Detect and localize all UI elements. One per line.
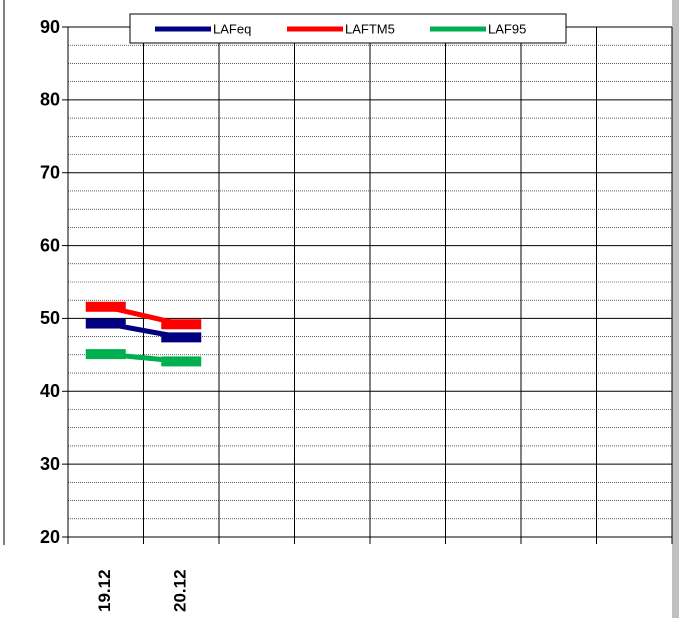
line-marker: [161, 319, 202, 330]
line-marker: [161, 332, 202, 343]
line-marker: [85, 349, 126, 360]
line-marker: [85, 301, 126, 312]
y-tick-label: 30: [40, 454, 60, 474]
legend-label: LAFeq: [213, 21, 251, 36]
y-tick-label: 40: [40, 381, 60, 401]
y-tick-label: 50: [40, 308, 60, 328]
scrollbar-edge: [672, 0, 679, 618]
x-tick-label: 20.12: [171, 569, 190, 612]
legend: LAFeq LAFTM5 LAF95: [129, 13, 567, 44]
y-tick-label: 60: [40, 235, 60, 255]
y-tick-label: 80: [40, 90, 60, 110]
y-tick-label: 70: [40, 162, 60, 182]
legend-label: LAF95: [488, 21, 526, 36]
y-tick-label: 20: [40, 527, 60, 547]
line-marker: [85, 318, 126, 329]
line-marker: [161, 356, 202, 367]
legend-label: LAFTM5: [345, 21, 395, 36]
y-tick-label: 90: [40, 17, 60, 37]
x-tick-label: 19.12: [95, 569, 114, 612]
